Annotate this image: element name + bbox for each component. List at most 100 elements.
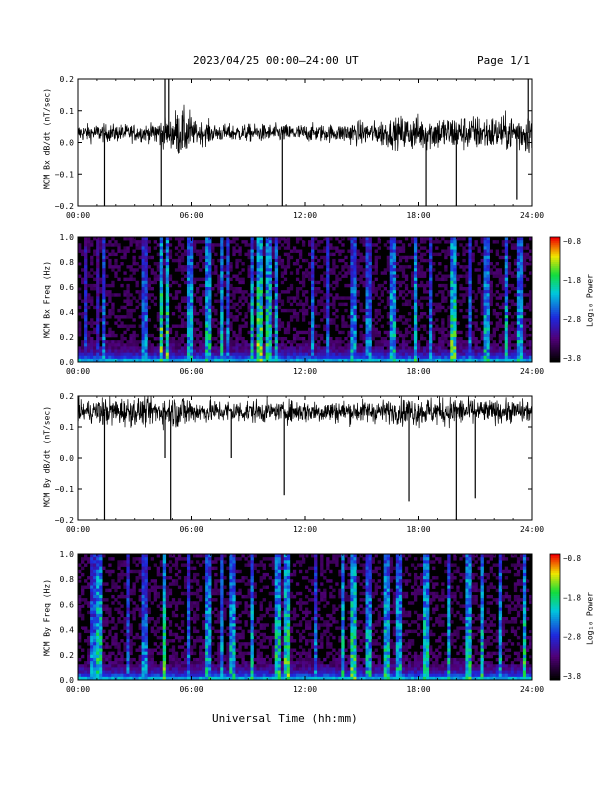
spectrogram-cell [208,271,212,275]
spectrogram-cell [132,560,136,564]
spectrogram-cell [186,262,191,266]
spectrogram-cell [105,588,109,593]
spectrogram-cell [280,355,285,360]
spectrogram-cell [165,670,170,674]
spectrogram-cell [196,321,200,325]
spectrogram-cell [120,604,124,608]
spectrogram-cell [462,249,466,253]
spectrogram-cell [356,355,360,360]
spectrogram-cell [189,355,194,360]
spectrogram-cell [259,252,263,257]
spectrogram-cell [435,355,439,360]
spectrogram-cell [247,243,251,247]
spectrogram-cell [108,588,112,593]
spectrogram-cell [102,299,106,303]
spectrogram-cell [353,321,357,325]
spectrogram-cell [435,327,439,332]
spectrogram-cell [353,246,357,250]
spectrogram-cell [250,277,254,282]
spectrogram-cell [438,262,442,266]
spectrogram-cell [177,255,182,260]
spectrogram-cell [105,340,109,344]
spectrogram-cell [90,287,94,291]
spectrogram-cell [365,280,369,285]
spectrogram-cell [193,343,197,347]
spectrogram-cell [265,287,269,291]
spectrogram-cell [383,280,388,285]
spectrogram-cell [220,352,224,357]
spectrogram-cell [265,324,269,328]
spectrogram-cell [238,312,242,316]
spectrogram-cell [165,585,170,589]
spectrogram-cell [214,293,218,297]
spectrogram-cell [135,563,139,567]
spectrogram-cell [244,299,248,303]
spectrogram-cell [162,566,167,571]
spectrogram-cell [129,664,133,668]
spectrogram-cell [180,352,185,357]
spectrogram-cell [368,302,372,307]
spectrogram-cell [525,318,530,322]
spectrogram-cell [183,321,188,325]
spectrogram-cell [519,290,524,294]
spectrogram-cell [162,591,167,596]
spectrogram-cell [401,302,406,307]
spectrogram-cell [429,337,433,341]
spectrogram-cell [480,296,484,300]
spectrogram-cell [377,352,381,357]
spectrogram-cell [183,312,188,316]
spectrogram-cell [247,252,251,257]
spectrogram-cell [332,287,336,291]
spectrogram-cell [99,560,103,564]
spectrogram-cell [265,327,269,332]
spectrogram-cell [456,277,460,282]
spectrogram-cell [199,302,203,307]
spectrogram-cell [87,305,91,310]
spectrogram-cell [186,246,191,250]
spectrogram-cell [447,343,451,347]
spectrogram-cell [114,642,118,646]
spectrogram-cell [368,330,372,335]
spectrogram-cell [368,327,372,332]
spectrogram-cell [395,318,400,322]
spectrogram-cell [111,642,115,646]
spectrogram-cell [274,287,279,291]
spectrogram-cell [295,346,300,350]
spectrogram-cell [93,321,97,325]
spectrogram-cell [459,287,463,291]
spectrogram-cell [126,557,130,561]
spectrogram-cell [135,576,139,580]
spectrogram-cell [368,308,372,313]
spectrogram-cell [314,324,318,328]
spectrogram-cell [241,337,245,341]
spectrogram-cell [102,639,106,643]
spectrogram-cell [450,355,454,360]
spectrogram-cell [147,661,151,665]
spectrogram-cell [174,340,179,344]
spectrogram-cell [180,277,185,282]
spectrogram-cell [241,340,245,344]
spectrogram-cell [253,355,257,360]
spectrogram-cell [241,290,245,294]
spectrogram-cell [368,299,372,303]
spectrogram-cell [353,265,357,269]
spectrogram-cell [392,340,397,344]
spectrogram-cell [96,337,100,341]
spectrogram-cell [486,346,490,350]
spectrogram-cell [96,623,100,627]
colorbar-tick-label: −1.8 [563,276,582,285]
spectrogram-cell [168,355,173,360]
spectrogram-cell [453,255,457,260]
spectrogram-cell [99,579,103,583]
spectrogram-cell [84,277,88,282]
spectrogram-cell [111,308,115,313]
spectrogram-cell [389,346,394,350]
spectrogram-cell [226,240,230,244]
spectrogram-cell [226,302,230,307]
spectrogram-cell [519,308,524,313]
spectrogram-cell [465,324,469,328]
spectrogram-cell [244,252,248,257]
spectrogram-cell [135,305,139,310]
spectrogram-cell [144,246,148,250]
spectrogram-cell [186,296,191,300]
